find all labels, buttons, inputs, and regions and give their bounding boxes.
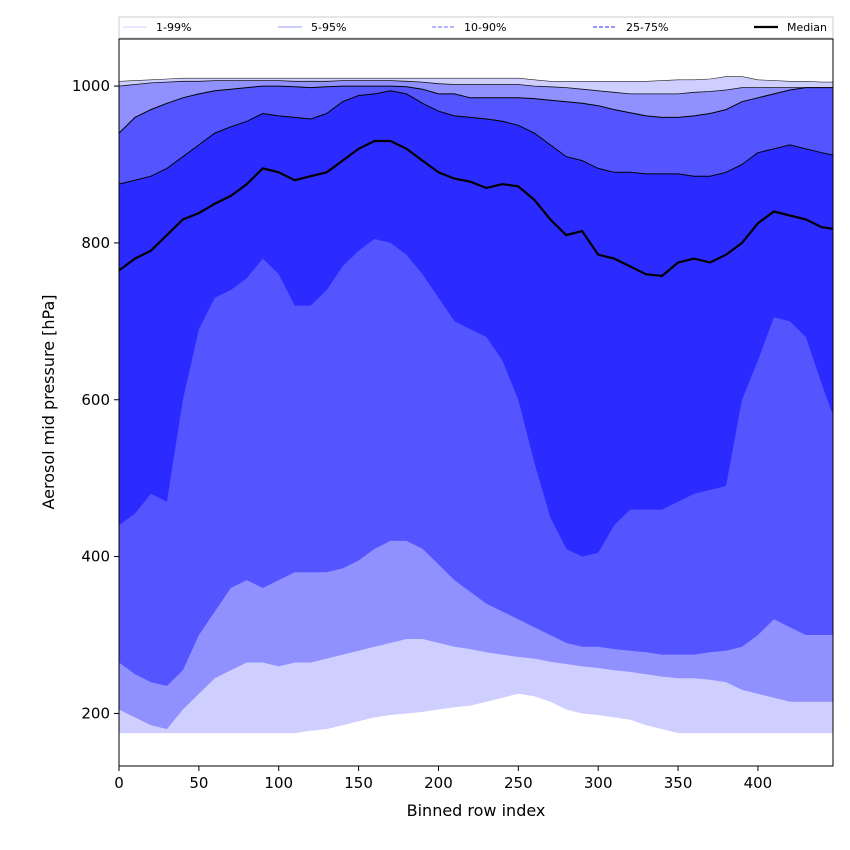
x-tick-label: 0	[114, 774, 124, 792]
line-10-90-upper	[118, 85, 833, 134]
x-tick-label: 200	[424, 774, 453, 792]
x-tick-label: 350	[664, 774, 693, 792]
x-tick-label: 300	[584, 774, 613, 792]
x-tick-label: 100	[264, 774, 293, 792]
x-tick-label: 150	[344, 774, 373, 792]
y-tick-label: 200	[81, 704, 110, 722]
line-25-75-upper	[118, 90, 834, 185]
legend-label: 5-95%	[311, 21, 346, 34]
y-tick-label: 1000	[72, 77, 110, 95]
y-tick-label: 400	[81, 548, 110, 566]
median-line	[118, 139, 834, 277]
line-5-95-upper	[118, 80, 833, 95]
y-axis-title: Aerosol mid pressure [hPa]	[39, 294, 58, 509]
legend-box	[118, 16, 834, 39]
y-tick-label: 800	[81, 234, 110, 252]
percentile-bands	[119, 76, 833, 734]
plot-frame	[118, 38, 834, 767]
legend-label: 10-90%	[464, 21, 506, 34]
legend-label: Median	[787, 21, 827, 34]
percentile-lines	[118, 76, 834, 277]
legend-label: 25-75%	[626, 21, 668, 34]
line-1-99-upper	[118, 76, 833, 83]
band-25-75	[119, 90, 833, 557]
x-axis: 0 50 100 150 200 250 300 350 400	[114, 766, 772, 792]
x-axis-title: Binned row index	[407, 801, 546, 820]
legend-label: 1-99%	[156, 21, 191, 34]
x-tick-label: 400	[744, 774, 773, 792]
legend: 1-99% 5-95% 10-90% 25-75% Median	[118, 16, 834, 39]
y-tick-label: 600	[81, 391, 110, 409]
x-tick-label: 50	[189, 774, 208, 792]
x-tick-label: 250	[504, 774, 533, 792]
y-axis: 200 400 600 800 1000	[72, 77, 119, 722]
